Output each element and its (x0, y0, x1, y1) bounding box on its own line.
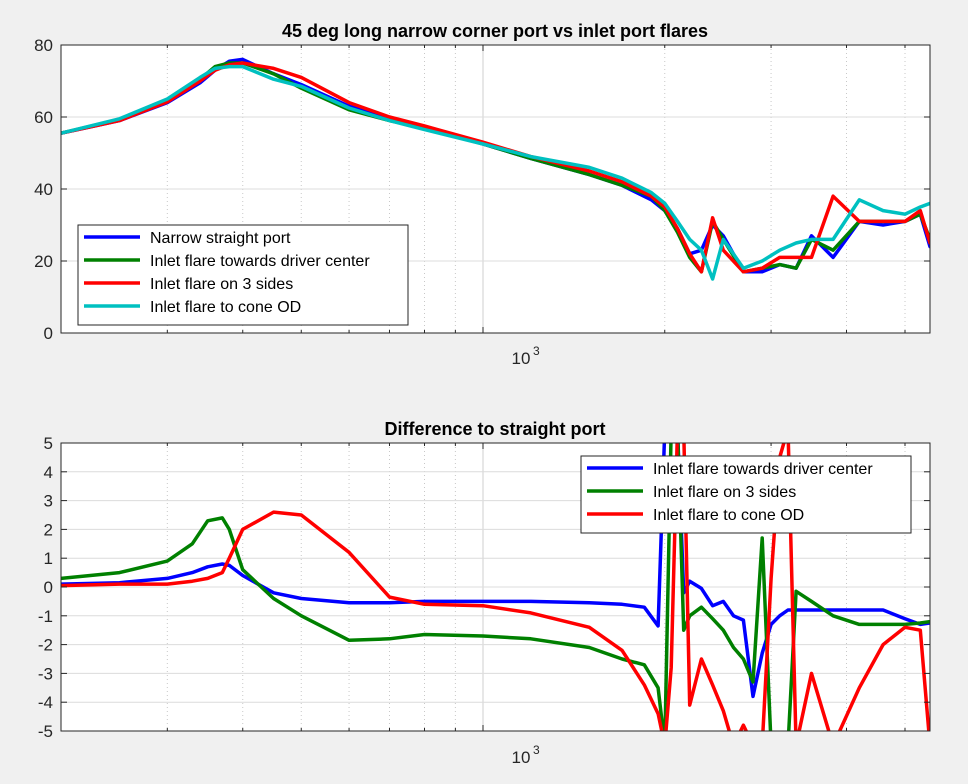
bottom-yticks: -5 -4 -3 -2 -1 0 1 2 3 4 5 (38, 434, 930, 741)
bottom-ytick-label: 1 (44, 549, 53, 568)
bottom-ytick-label: 3 (44, 492, 53, 511)
bottom-ytick-label: 0 (44, 578, 53, 597)
bottom-axes: -5 -4 -3 -2 -1 0 1 2 3 4 5 Difference to straight … (38, 419, 931, 767)
bottom-ytick-label: 2 (44, 520, 53, 539)
bottom-chart-title: Difference to straight port (384, 419, 605, 439)
bottom-series-line-1 (61, 443, 930, 731)
bottom-xtick-exponent: 3 (533, 743, 540, 757)
bottom-xtick-label: 10 3 (512, 743, 540, 767)
top-legend-label-0: Narrow straight port (150, 230, 291, 247)
bottom-series (61, 443, 930, 731)
top-ytick-label: 60 (34, 108, 53, 127)
top-ytick-label: 40 (34, 180, 53, 199)
top-chart-title: 45 deg long narrow corner port vs inlet … (282, 21, 708, 41)
bottom-legend: Inlet flare towards driver center Inlet f… (580, 455, 912, 534)
top-ytick-label: 80 (34, 36, 53, 55)
top-series-line-2 (61, 61, 930, 274)
bottom-ytick-label: -1 (38, 607, 53, 626)
top-ytick-label: 20 (34, 252, 53, 271)
top-legend-label-2: Inlet flare on 3 sides (150, 276, 293, 293)
top-legend-box (77, 224, 409, 326)
bottom-xtick-base: 10 (512, 748, 531, 767)
top-legend: Narrow straight port Inlet flare towards … (77, 224, 409, 326)
top-xtick-base: 10 (512, 349, 531, 368)
bottom-legend-label-1: Inlet flare on 3 sides (653, 484, 796, 501)
top-yticks: 0 20 40 60 80 (34, 36, 930, 343)
bottom-series-line-2 (61, 443, 930, 731)
top-legend-label-1: Inlet flare towards driver center (150, 253, 370, 270)
top-series (61, 57, 930, 281)
top-xtick-label: 10 3 (512, 344, 540, 368)
bottom-ytick-label: -5 (38, 722, 53, 741)
bottom-ytick-label: -4 (38, 693, 53, 712)
bottom-legend-label-0: Inlet flare towards driver center (653, 461, 873, 478)
top-xtick-exponent: 3 (533, 344, 540, 358)
top-legend-label-3: Inlet flare to cone OD (150, 299, 301, 316)
bottom-ytick-label: -3 (38, 664, 53, 683)
bottom-ytick-label: 4 (44, 463, 53, 482)
bottom-ytick-label: 5 (44, 434, 53, 453)
bottom-series-line-0 (61, 443, 930, 699)
bottom-ytick-label: -2 (38, 636, 53, 655)
top-series-line-3 (61, 64, 930, 281)
bottom-legend-label-2: Inlet flare to cone OD (653, 507, 804, 524)
top-axes: 0 20 40 60 80 45 deg long narrow corner port… (34, 21, 931, 368)
top-ytick-label: 0 (44, 324, 53, 343)
